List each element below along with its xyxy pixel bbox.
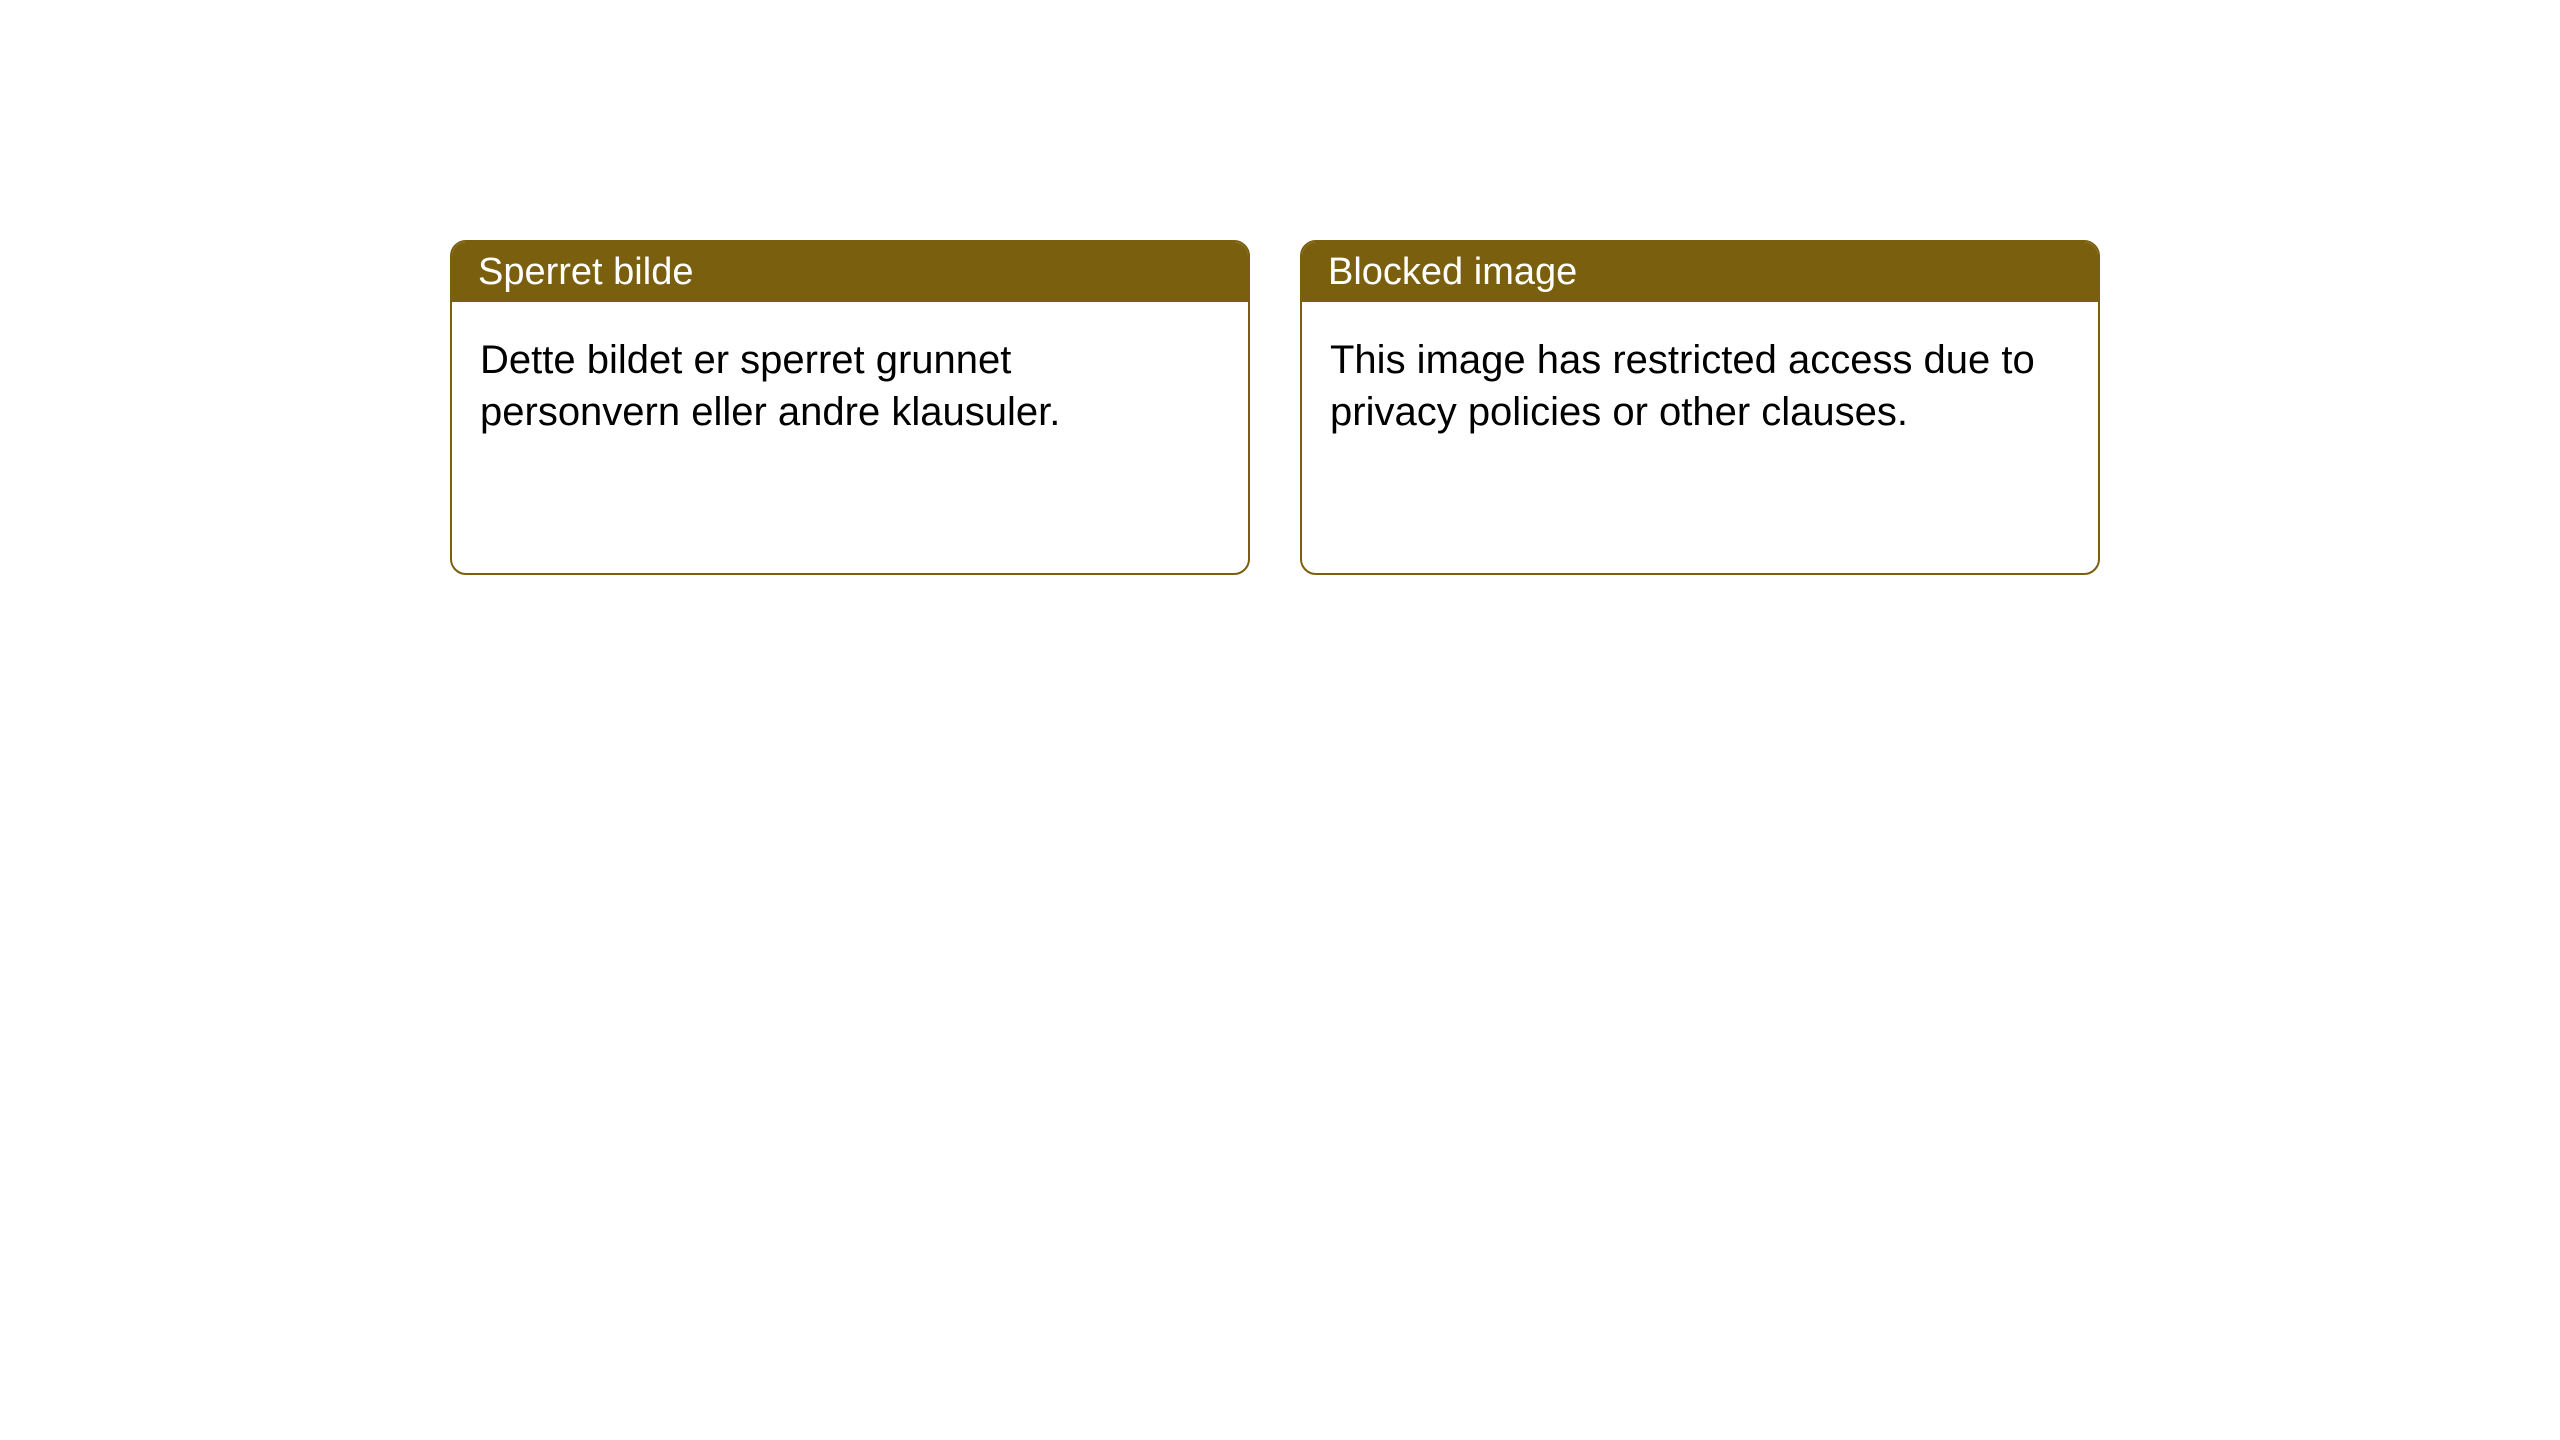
notice-title: Blocked image	[1328, 251, 1577, 294]
notice-header: Sperret bilde	[452, 242, 1248, 302]
notice-title: Sperret bilde	[478, 251, 693, 294]
notice-header: Blocked image	[1302, 242, 2098, 302]
notice-body: Dette bildet er sperret grunnet personve…	[452, 302, 1248, 470]
notice-text: This image has restricted access due to …	[1330, 338, 2035, 434]
notice-container: Sperret bilde Dette bildet er sperret gr…	[0, 0, 2560, 575]
notice-box-english: Blocked image This image has restricted …	[1300, 240, 2100, 575]
notice-text: Dette bildet er sperret grunnet personve…	[480, 338, 1060, 434]
notice-body: This image has restricted access due to …	[1302, 302, 2098, 470]
notice-box-norwegian: Sperret bilde Dette bildet er sperret gr…	[450, 240, 1250, 575]
